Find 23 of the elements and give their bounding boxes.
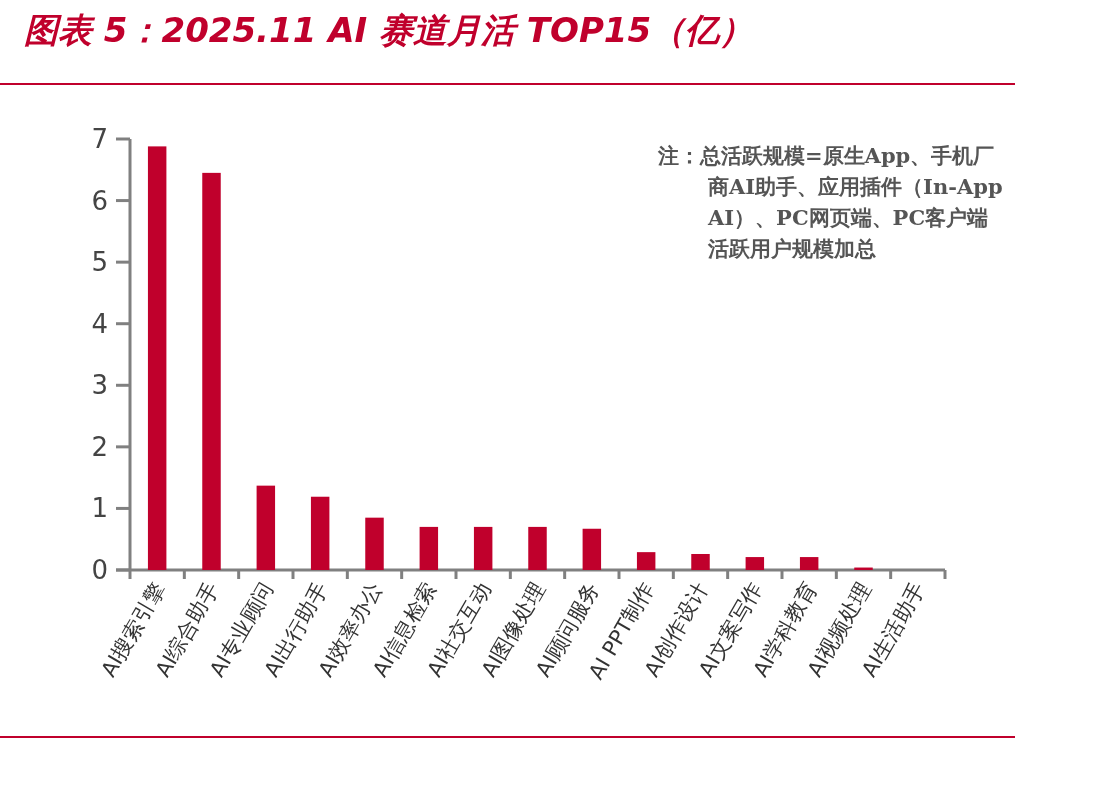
annotation: 注：总活跃规模=原生App、手机厂商AI助手、应用插件（In-App AI）、PC网页端、PC客户端活跃用户规模加总 (658, 142, 1004, 263)
bar (310, 496, 330, 570)
bar (799, 557, 819, 570)
chart-title: 图表 5：2025.11 AI 赛道月活 TOP15（亿） (24, 9, 754, 52)
y-tick-label: 0 (91, 555, 108, 585)
bar (691, 553, 710, 570)
bar (528, 526, 547, 570)
y-tick-label: 7 (91, 124, 108, 154)
y-tick-label: 3 (91, 370, 108, 401)
bar (256, 485, 276, 570)
bar (473, 526, 493, 570)
y-tick-label: 2 (91, 431, 108, 462)
bar (636, 552, 656, 570)
bar (419, 526, 439, 570)
bar (745, 557, 765, 570)
bar (582, 528, 602, 570)
bar (147, 146, 167, 570)
y-tick-label: 1 (91, 493, 108, 524)
bar (365, 517, 384, 570)
y-tick-label: 6 (91, 185, 108, 216)
bar (202, 172, 221, 570)
y-tick-label: 5 (91, 247, 108, 278)
y-tick-label: 4 (91, 308, 108, 339)
